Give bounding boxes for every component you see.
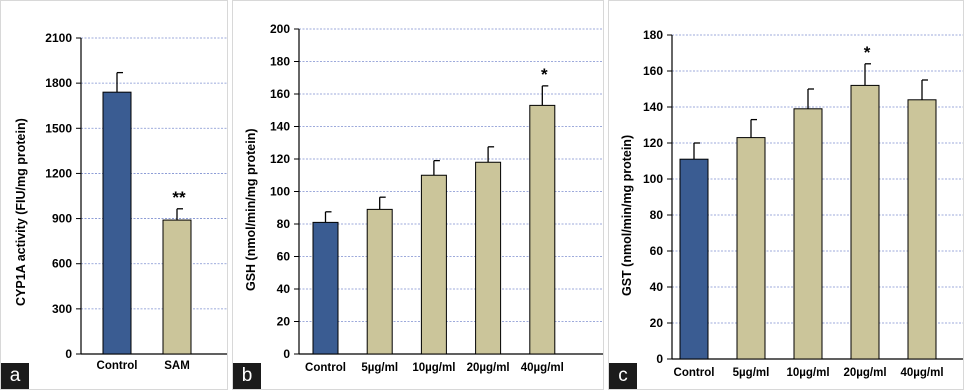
y-tick-label: 80 <box>650 208 664 222</box>
bar <box>162 219 192 355</box>
y-tick-label: 140 <box>643 100 663 114</box>
significance-marker: ** <box>172 188 186 207</box>
x-tick-label: 40µg/ml <box>521 362 564 374</box>
bar <box>793 108 823 360</box>
y-tick-label: 200 <box>270 22 290 36</box>
y-tick-label: 1500 <box>45 121 72 135</box>
significance-marker: * <box>541 65 548 84</box>
y-axis-label-c: GST (nmol/min/mg protein) <box>620 134 634 296</box>
y-axis-label-a: CYP1A activity (FIU/mg protein) <box>14 118 28 306</box>
y-tick-label: 0 <box>283 347 290 361</box>
y-tick-label: 40 <box>650 280 664 294</box>
chart-cyp1a: 0 300 600 900 1200 1500 1800 2100 Control ** SAM <box>45 31 227 372</box>
y-tick-label: 600 <box>52 257 72 271</box>
bar <box>366 208 393 355</box>
y-tick-label: 120 <box>270 152 290 166</box>
x-tick-label: 20µg/ml <box>467 362 510 374</box>
y-tick-label: 180 <box>270 55 290 69</box>
panel-label-b: b <box>233 363 261 389</box>
x-tick-label: 20µg/ml <box>843 367 886 379</box>
y-tick-label: 0 <box>65 347 72 361</box>
y-tick-label: 1800 <box>45 76 72 90</box>
significance-marker: * <box>864 43 871 62</box>
bar <box>679 158 709 360</box>
x-tick-label: Control <box>97 360 138 372</box>
bar <box>850 84 880 360</box>
y-tick-label: 160 <box>643 64 663 78</box>
y-tick-label: 120 <box>643 136 663 150</box>
x-tick-label: 10µg/ml <box>412 362 455 374</box>
y-tick-label: 40 <box>277 282 291 296</box>
y-tick-label: 900 <box>52 212 72 226</box>
y-tick-label: 160 <box>270 87 290 101</box>
bar <box>102 91 132 355</box>
y-tick-label: 100 <box>270 185 290 199</box>
x-tick-label: Control <box>674 367 715 379</box>
bar <box>420 174 447 355</box>
y-tick-label: 20 <box>650 316 664 330</box>
panel-c: 0 20 40 60 80 100 120 140 160 180 Control 5µg/ml 10µ… <box>608 0 964 390</box>
x-tick-label: 40µg/ml <box>900 367 943 379</box>
panel-label-c: c <box>609 363 637 389</box>
y-tick-label: 60 <box>277 250 291 264</box>
panel-label-a: a <box>1 363 29 389</box>
chart-gst: 0 20 40 60 80 100 120 140 160 180 Control 5µg/ml 10µ… <box>643 28 963 379</box>
x-tick-label: Control <box>305 362 346 374</box>
y-tick-label: 300 <box>52 302 72 316</box>
x-tick-label: 5µg/ml <box>733 367 770 379</box>
chart-gsh: 0 20 40 60 80 100 120 140 160 180 200 Control 5µg/ml… <box>270 22 603 374</box>
y-tick-label: 80 <box>277 217 291 231</box>
x-tick-label: 10µg/ml <box>786 367 829 379</box>
x-tick-label: 5µg/ml <box>361 362 398 374</box>
bar <box>907 99 937 360</box>
bar <box>475 161 502 355</box>
x-tick-label: SAM <box>164 360 190 372</box>
y-tick-label: 100 <box>643 172 663 186</box>
y-tick-label: 0 <box>656 352 663 366</box>
panel-a: 0 300 600 900 1200 1500 1800 2100 Control ** SAM C… <box>0 0 228 390</box>
panel-b: 0 20 40 60 80 100 120 140 160 180 200 Control 5µg/ml… <box>232 0 604 390</box>
y-tick-label: 1200 <box>45 166 72 180</box>
bar <box>312 221 339 355</box>
bar <box>529 104 556 355</box>
y-tick-label: 60 <box>650 244 664 258</box>
y-tick-label: 2100 <box>45 31 72 45</box>
y-tick-label: 180 <box>643 28 663 42</box>
bar <box>736 137 766 360</box>
y-axis-label-b: GSH (nmol/min/mg protein) <box>244 128 258 292</box>
y-tick-label: 140 <box>270 120 290 134</box>
y-tick-label: 20 <box>277 315 291 329</box>
